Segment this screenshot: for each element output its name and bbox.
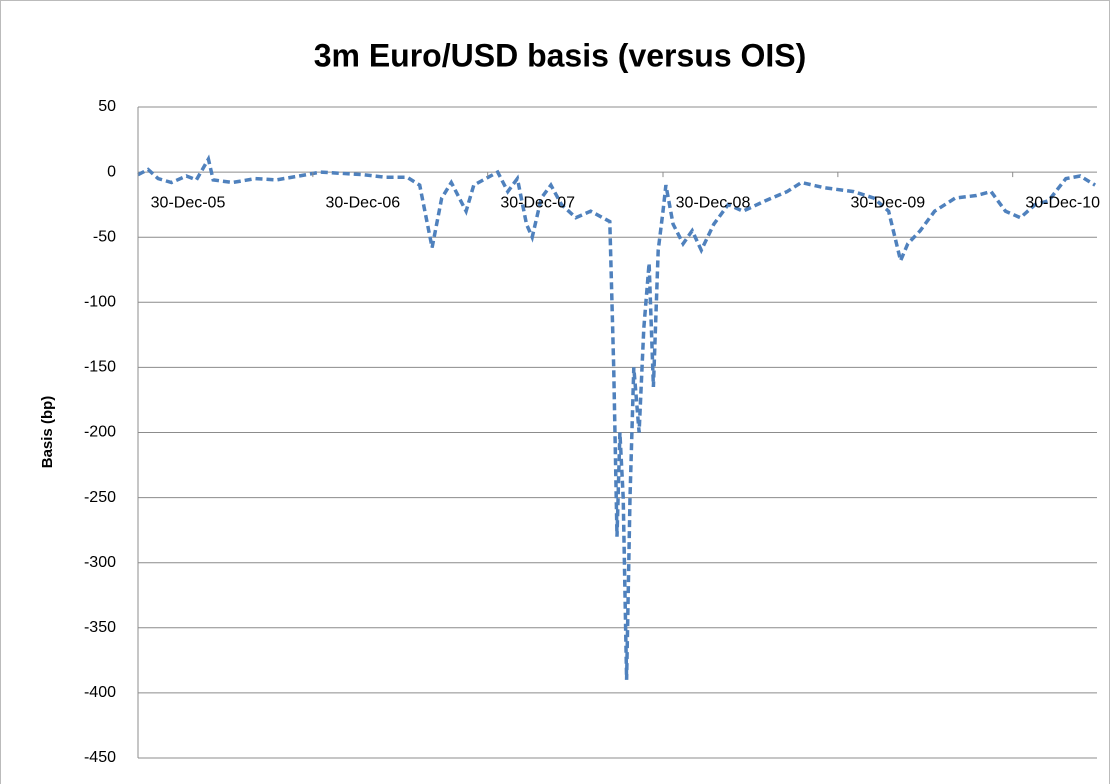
- y-axis-label: Basis (bp): [39, 396, 56, 469]
- y-tick-label: -50: [93, 228, 116, 245]
- y-tick-label: -200: [84, 424, 116, 441]
- x-tick-label: 30-Dec-10: [1025, 194, 1100, 211]
- y-tick-label: -150: [84, 359, 116, 376]
- x-tick-label: 30-Dec-07: [500, 194, 575, 211]
- y-tick-label: -100: [84, 294, 116, 311]
- y-tick-label: 0: [107, 163, 116, 180]
- y-tick-label: 50: [98, 98, 116, 115]
- y-tick-label: -450: [84, 749, 116, 766]
- y-tick-label: -350: [84, 619, 116, 636]
- y-tick-label: -300: [84, 554, 116, 571]
- x-tick-label: 30-Dec-05: [151, 194, 226, 211]
- x-tick-label: 30-Dec-08: [676, 194, 751, 211]
- y-tick-label: -400: [84, 684, 116, 701]
- x-tick-label: 30-Dec-09: [850, 194, 925, 211]
- chart-title: 3m Euro/USD basis (versus OIS): [314, 37, 807, 73]
- y-tick-label: -250: [84, 489, 116, 506]
- x-tick-label: 30-Dec-06: [325, 194, 400, 211]
